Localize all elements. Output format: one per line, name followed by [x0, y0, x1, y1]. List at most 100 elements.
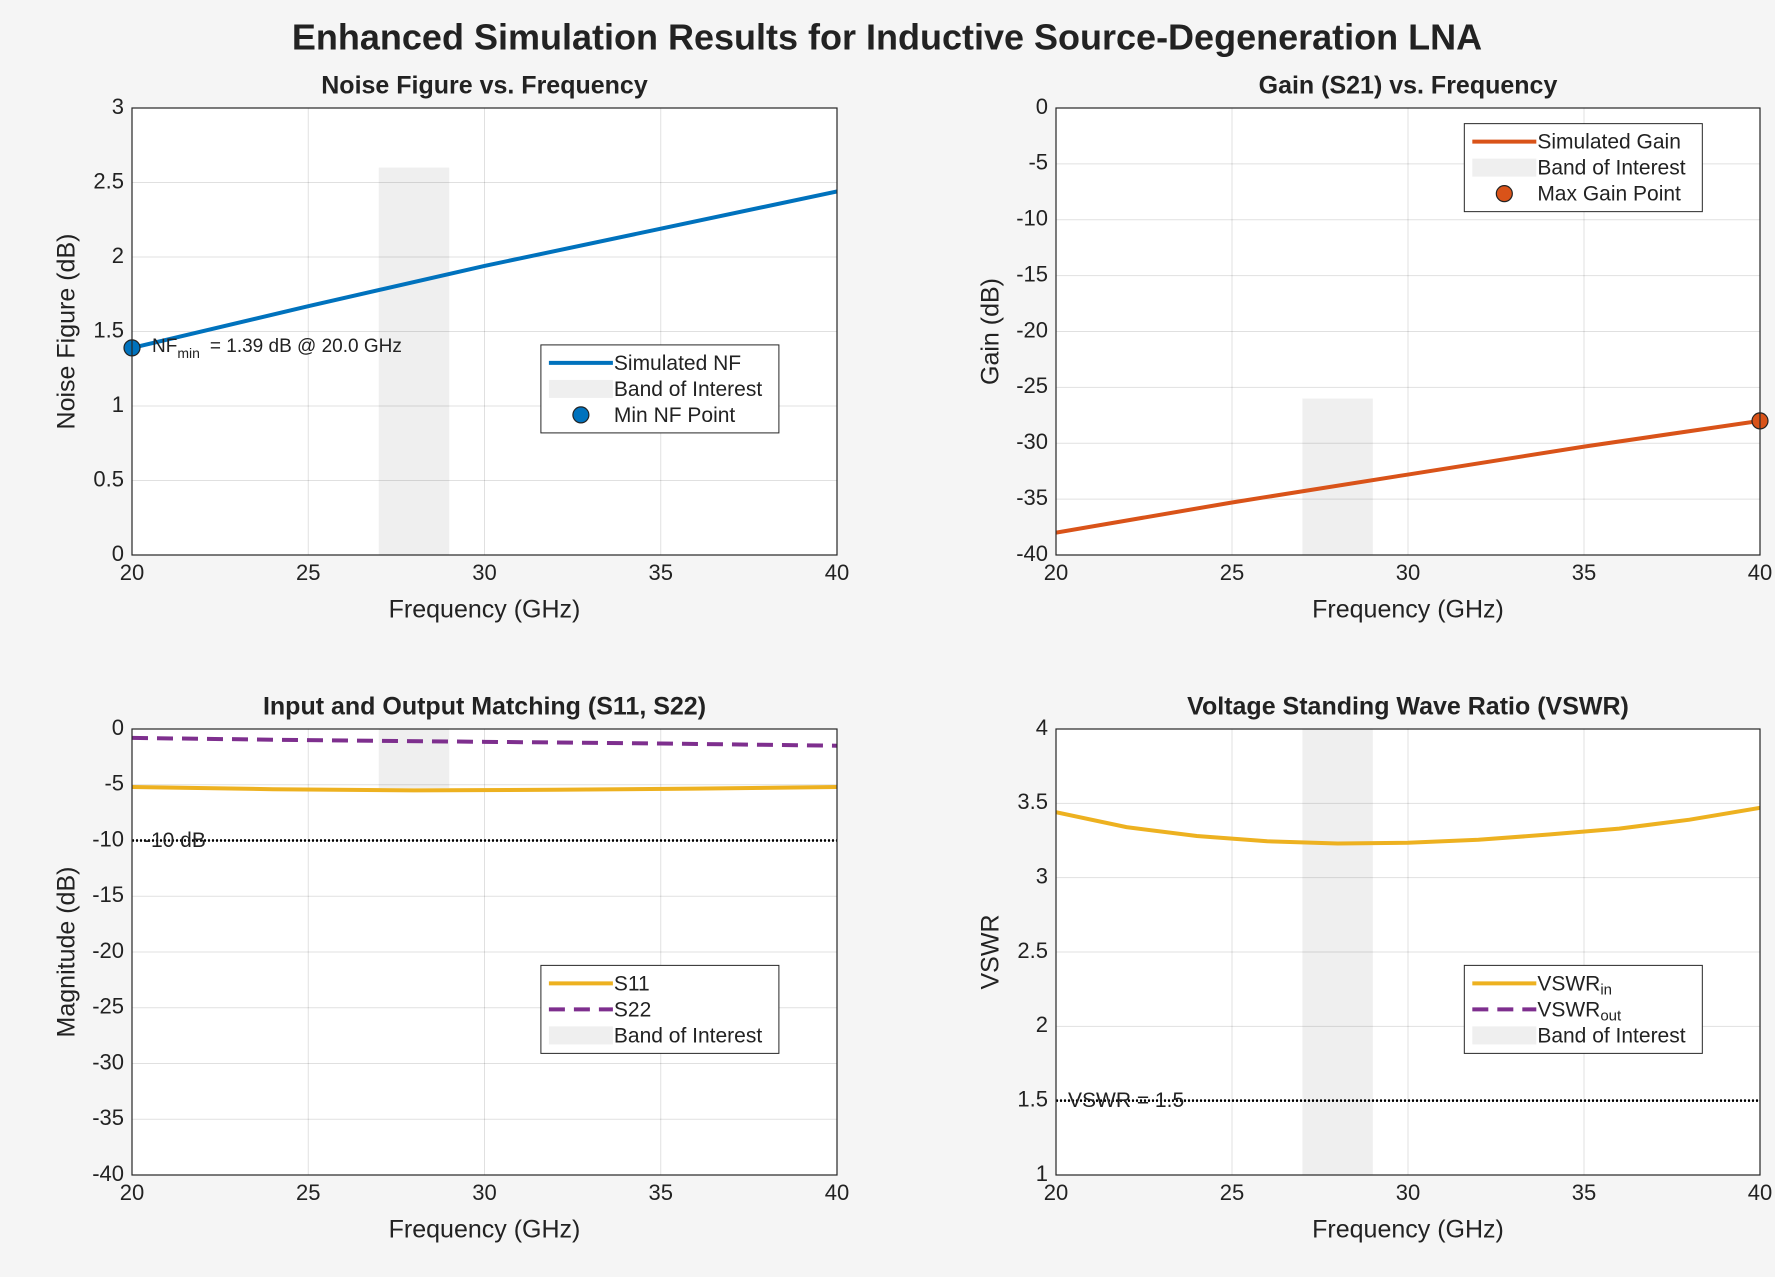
subplot-title: Voltage Standing Wave Ratio (VSWR) [1187, 693, 1629, 721]
series-line [132, 784, 837, 793]
y-tick-label: 0 [1036, 94, 1048, 119]
subplot-title: Gain (S21) vs. Frequency [1259, 72, 1558, 100]
y-axis-label: Noise Figure (dB) [53, 234, 81, 430]
legend-label: VSWRout [1537, 998, 1622, 1024]
y-tick-label: 1.5 [93, 317, 124, 342]
y-tick-label: -25 [92, 994, 124, 1019]
x-tick-label: 30 [1396, 560, 1420, 585]
y-tick-label: -40 [1016, 541, 1048, 566]
plot-area [132, 729, 837, 1175]
legend-swatch [548, 1026, 613, 1045]
x-tick-label: 30 [472, 560, 496, 585]
y-tick-label: -35 [1016, 485, 1048, 510]
legend-label: Simulated NF [614, 351, 741, 374]
x-axis-label: Frequency (GHz) [1312, 1216, 1504, 1244]
legend-swatch [548, 379, 613, 398]
y-tick-label: 0.5 [93, 466, 124, 491]
x-axis-label: Frequency (GHz) [389, 596, 581, 624]
band [1302, 398, 1373, 555]
x-axis-label: Frequency (GHz) [1312, 596, 1504, 624]
axes-box [1055, 728, 1761, 1176]
series-line [1056, 805, 1760, 846]
legend-label: Band of Interest [614, 1024, 762, 1047]
y-tick-label: 0 [112, 715, 124, 740]
legend-label: Band of Interest [1537, 156, 1685, 179]
y-axis-label: Gain (dB) [977, 278, 1005, 385]
series-line [132, 735, 837, 748]
x-tick-label: 20 [1044, 1180, 1068, 1205]
band [378, 167, 450, 555]
y-tick-label: -5 [1028, 150, 1048, 175]
y-tick-label: 3 [1036, 863, 1048, 888]
y-tick-label: 1 [1036, 1161, 1048, 1186]
x-tick-label: 25 [296, 1180, 320, 1205]
legend: S11 S22 Band of Interest [540, 964, 780, 1054]
y-tick-label: 3.5 [1017, 789, 1048, 814]
x-tick-label: 35 [649, 560, 673, 585]
x-tick-label: 20 [120, 560, 144, 585]
y-tick-label: -30 [1016, 429, 1048, 454]
subplot: 20 25 30 35 40 -40 -35 -30 -25 -20 -15 -10 -5 0 -10 dB… [53, 693, 850, 1244]
axes-box [131, 107, 838, 556]
y-tick-label: -20 [1016, 317, 1048, 342]
y-tick-label: 2 [112, 243, 124, 268]
legend-label: Simulated Gain [1537, 130, 1681, 153]
annotation: NFmin = 1.39 dB @ 20.0 GHz [152, 336, 402, 361]
y-tick-label: 1.5 [1017, 1086, 1048, 1111]
axes-box [1055, 107, 1761, 556]
subplot: 20 25 30 35 40 -40 -35 -30 -25 -20 -15 -10 -5 0 Simula… [977, 72, 1773, 624]
legend-swatch [1472, 1026, 1537, 1045]
x-tick-label: 40 [1748, 560, 1772, 585]
legend: Simulated Gain Band of Interest Max Gain P… [1463, 123, 1703, 213]
x-tick-label: 25 [296, 560, 320, 585]
y-tick-label: 1 [112, 392, 124, 417]
plot-area [132, 108, 837, 555]
y-tick-label: 2.5 [1017, 938, 1048, 963]
reference-label: VSWR = 1.5 [1068, 1089, 1184, 1112]
y-tick-label: -5 [104, 771, 124, 796]
subplot-title: Noise Figure vs. Frequency [321, 72, 648, 100]
subplot-title: Input and Output Matching (S11, S22) [263, 693, 706, 721]
y-tick-label: -20 [92, 938, 124, 963]
x-tick-label: 25 [1220, 1180, 1244, 1205]
legend-swatch [1495, 185, 1513, 203]
x-tick-label: 20 [120, 1180, 144, 1205]
x-axis-label: Frequency (GHz) [389, 1216, 581, 1244]
axes-box [131, 728, 838, 1176]
x-tick-label: 20 [1044, 560, 1068, 585]
y-tick-label: 2 [1036, 1012, 1048, 1037]
x-tick-label: 40 [825, 1180, 849, 1205]
legend-label: VSWRin [1537, 972, 1612, 998]
legend-label: Min NF Point [614, 403, 736, 426]
subplot: 20 25 30 35 40 0 0.5 1 1.5 2 2.5 3 NFmin = 1.39 dB @ … [53, 72, 850, 624]
y-tick-label: -15 [92, 882, 124, 907]
legend-swatch [572, 406, 590, 424]
x-tick-label: 30 [1396, 1180, 1420, 1205]
series-line [1056, 418, 1760, 535]
y-tick-label: 3 [112, 94, 124, 119]
legend-label: S11 [614, 972, 650, 995]
y-tick-label: -10 [92, 826, 124, 851]
y-axis-label: VSWR [977, 915, 1005, 990]
x-tick-label: 30 [472, 1180, 496, 1205]
x-tick-label: 25 [1220, 560, 1244, 585]
y-tick-label: 2.5 [93, 168, 124, 193]
x-tick-label: 40 [825, 560, 849, 585]
x-tick-label: 35 [1572, 560, 1596, 585]
x-tick-label: 35 [649, 1180, 673, 1205]
x-tick-label: 35 [1572, 1180, 1596, 1205]
y-tick-label: -40 [92, 1161, 124, 1186]
figure-title: Enhanced Simulation Results for Inductiv… [292, 17, 1482, 58]
y-tick-label: 0 [112, 541, 124, 566]
y-tick-label: -10 [1016, 206, 1048, 231]
reference-label: -10 dB [144, 829, 206, 852]
legend: Simulated NF Band of Interest Min NF Point [540, 344, 780, 434]
y-tick-label: -35 [92, 1105, 124, 1130]
y-tick-label: -30 [92, 1049, 124, 1074]
series-line [132, 189, 837, 350]
legend-label: S22 [614, 998, 651, 1021]
legend-label: Band of Interest [614, 377, 762, 400]
